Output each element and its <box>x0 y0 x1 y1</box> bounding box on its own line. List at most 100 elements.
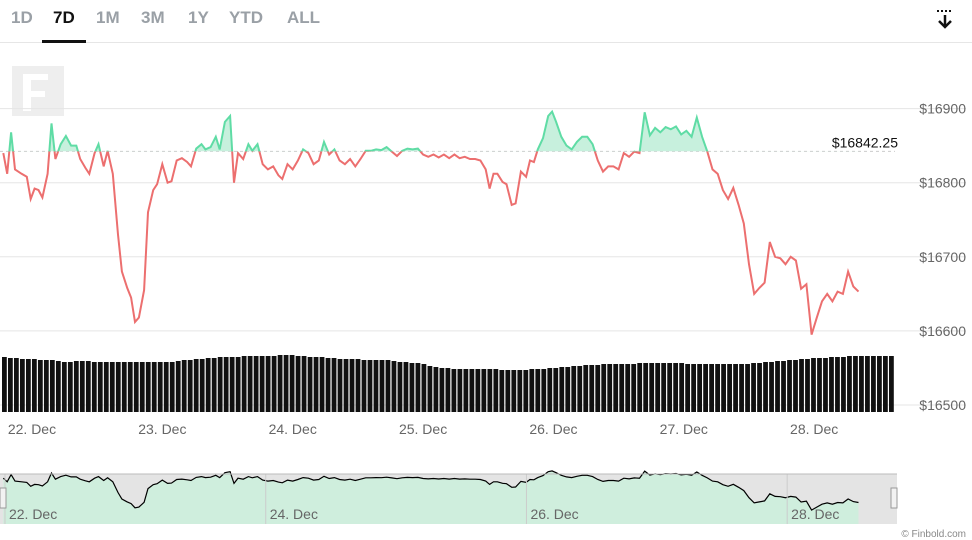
tab-1m[interactable]: 1M <box>96 8 120 27</box>
y-tick-label: $16700 <box>919 249 966 265</box>
volume-bar <box>829 357 834 412</box>
tab-3m[interactable]: 3M <box>141 8 165 27</box>
volume-bar <box>775 361 780 412</box>
volume-bar <box>415 363 421 412</box>
volume-bar <box>391 361 397 412</box>
volume-bar <box>349 359 355 412</box>
volume-bar <box>277 355 283 412</box>
volume-bar <box>31 359 37 412</box>
navigator-right-handle[interactable] <box>890 487 898 509</box>
tab-1d[interactable]: 1D <box>11 8 33 27</box>
volume-bar <box>325 358 331 412</box>
x-tick-label: 25. Dec <box>399 421 447 437</box>
volume-bar <box>139 362 145 412</box>
volume-bar <box>685 364 691 412</box>
volume-bar <box>253 356 259 412</box>
volume-bar <box>541 369 547 412</box>
volume-bar <box>619 364 625 412</box>
volume-bar <box>511 370 517 412</box>
download-arrow-icon[interactable] <box>934 8 956 30</box>
volume-bar <box>25 359 31 412</box>
volume-bar <box>457 369 463 412</box>
volume-bar <box>529 369 535 412</box>
volume-bar <box>577 366 583 412</box>
volume-bar <box>307 357 313 412</box>
volume-bar <box>679 363 685 412</box>
volume-bar <box>559 367 565 412</box>
volume-bar <box>127 362 133 412</box>
navigator-x-tick-label: 22. Dec <box>9 506 57 522</box>
volume-bar <box>625 364 631 412</box>
volume-bar <box>283 355 289 412</box>
tab-1y[interactable]: 1Y <box>188 8 209 27</box>
volume-bar <box>385 360 391 412</box>
volume-bar <box>205 358 211 412</box>
active-tab-underline <box>42 40 86 43</box>
navigator-x-tick-label: 24. Dec <box>270 506 318 522</box>
volume-bar <box>871 356 876 412</box>
volume-bar <box>553 368 559 412</box>
volume-bar <box>661 363 667 412</box>
volume-bar <box>451 369 457 412</box>
volume-bar <box>475 369 481 412</box>
volume-bar <box>667 363 673 412</box>
x-tick-label: 26. Dec <box>529 421 577 437</box>
volume-bar <box>361 360 367 412</box>
volume-bar <box>769 362 774 412</box>
volume-bar <box>199 359 205 412</box>
volume-bar <box>631 364 637 412</box>
volume-bar <box>181 360 187 412</box>
volume-bar <box>91 362 97 412</box>
volume-bar <box>853 356 858 412</box>
volume-bar <box>331 358 337 412</box>
volume-bar <box>847 356 852 412</box>
volume-bar <box>649 363 655 412</box>
volume-bar <box>703 364 708 412</box>
navigator-left-handle[interactable] <box>0 487 7 509</box>
volume-bar <box>727 364 732 412</box>
range-tabs: 1D 7D 1M 3M 1Y YTD ALL <box>0 0 972 43</box>
volume-bar <box>85 361 91 412</box>
volume-bar <box>271 356 277 412</box>
volume-bar <box>709 364 714 412</box>
volume-bar <box>433 367 439 412</box>
volume-bar <box>883 356 888 412</box>
volume-bar <box>103 362 109 412</box>
volume-bar <box>55 361 61 412</box>
volume-bar <box>763 362 768 412</box>
volume-bar <box>811 358 816 412</box>
volume-bar <box>481 369 487 412</box>
volume-bar <box>343 359 349 412</box>
volume-bar <box>367 360 373 412</box>
volume-bar <box>721 364 726 412</box>
tab-ytd[interactable]: YTD <box>229 8 263 27</box>
x-tick-label: 24. Dec <box>269 421 317 437</box>
volume-bar <box>499 370 505 412</box>
volume-bar <box>427 366 433 412</box>
volume-bar <box>109 362 115 412</box>
volume-bar <box>439 368 445 412</box>
volume-bar <box>403 362 409 412</box>
x-tick-label: 27. Dec <box>660 421 708 437</box>
volume-bar <box>565 367 571 412</box>
volume-bar <box>757 363 762 412</box>
volume-bar <box>715 364 720 412</box>
volume-bar <box>781 361 786 412</box>
volume-bar <box>547 368 553 412</box>
price-line-below <box>2 151 860 335</box>
volume-bar <box>745 364 750 412</box>
volume-bar <box>319 357 325 412</box>
volume-bar <box>793 360 798 412</box>
volume-bar <box>217 357 223 412</box>
volume-bar <box>73 361 79 412</box>
tab-all[interactable]: ALL <box>287 8 321 27</box>
y-tick-label: $16500 <box>919 397 966 413</box>
tab-7d[interactable]: 7D <box>53 8 75 27</box>
volume-bar <box>739 364 744 412</box>
volume-bar <box>289 355 295 412</box>
volume-bar <box>865 356 870 412</box>
volume-bar <box>589 365 595 412</box>
volume-bar <box>247 356 253 412</box>
volume-bar <box>259 356 265 412</box>
